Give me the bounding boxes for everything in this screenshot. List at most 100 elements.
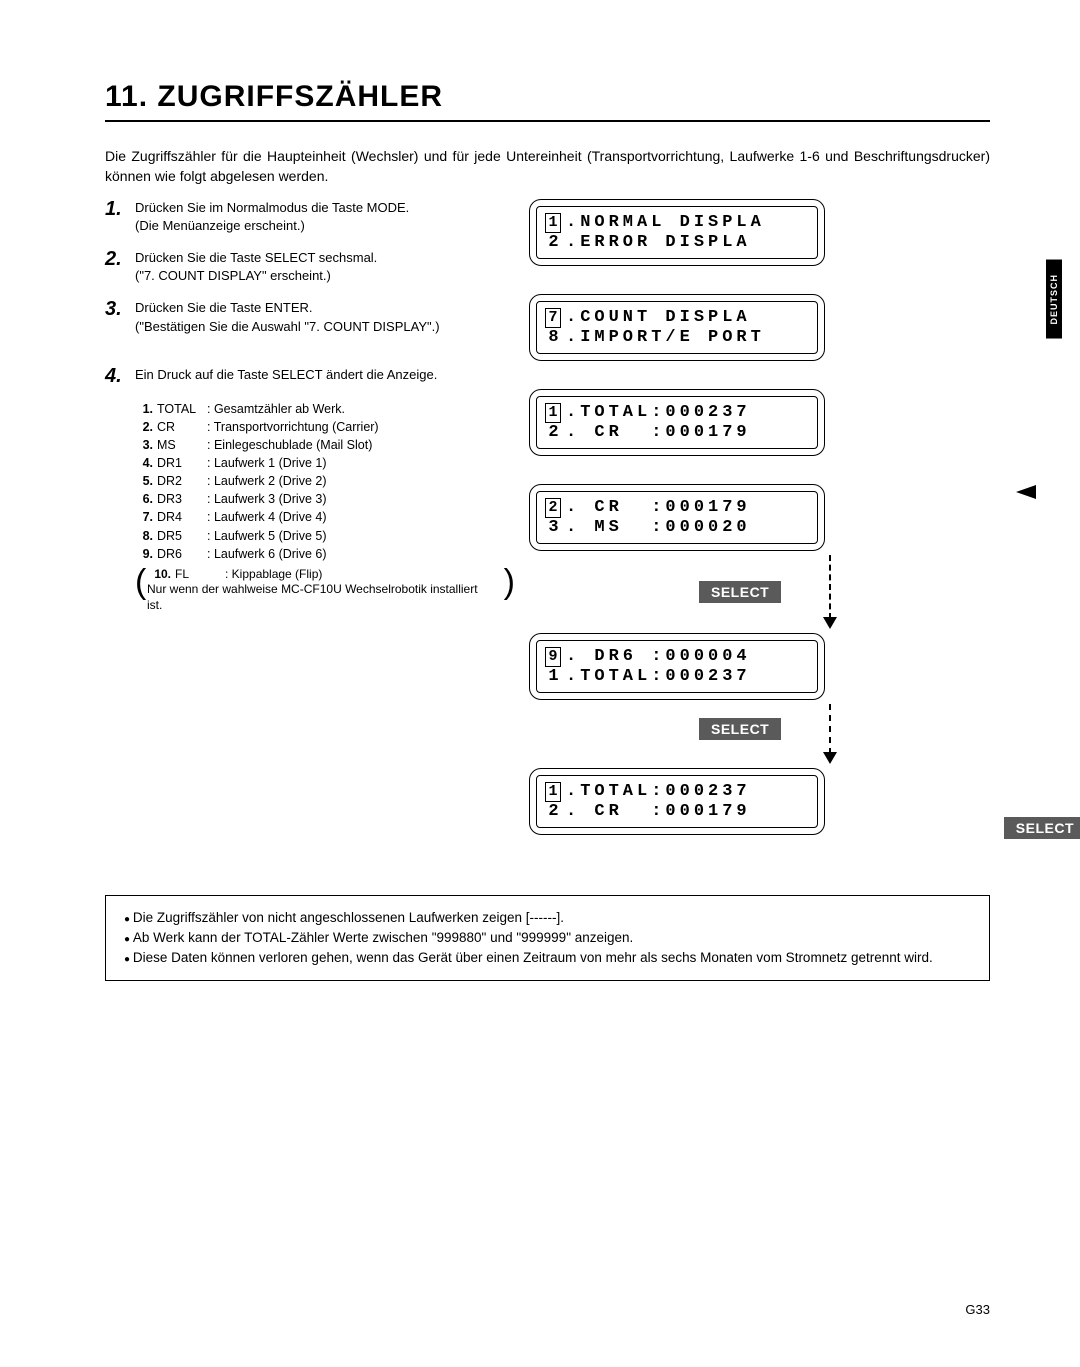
- brace-left-icon: (: [135, 567, 146, 597]
- def-key: CR: [157, 418, 207, 436]
- select-label: SELECT: [699, 581, 781, 603]
- lcd-panel: 1 .TOTAL:000237 2. CR :000179: [529, 768, 825, 835]
- instructions-column: 1. Drücken Sie im Normalmodus die Taste …: [105, 199, 505, 835]
- def-row: 5.DR2Laufwerk 2 (Drive 2): [129, 472, 505, 490]
- def-num: 10.: [147, 567, 171, 583]
- def-note-text: Nur wenn der wahlweise MC-CF10U Wechselr…: [147, 582, 495, 613]
- lcd-line-prefix: 3: [545, 518, 566, 537]
- def-num: 2.: [129, 418, 153, 436]
- def-desc: Transportvorrichtung (Carrier): [207, 418, 379, 436]
- step-number: 1.: [105, 199, 127, 235]
- def-key: DR4: [157, 508, 207, 526]
- lcd-line-2: .TOTAL:000237: [566, 667, 751, 686]
- lcd-line-2: . MS :000020: [566, 518, 751, 537]
- def-num: 6.: [129, 490, 153, 508]
- def-num: 7.: [129, 508, 153, 526]
- lcd-line-prefix: 1: [545, 667, 566, 686]
- def-row: 3.MSEinlegeschublade (Mail Slot): [129, 436, 505, 454]
- lcd-line-2: .IMPORT/E PORT: [566, 328, 765, 347]
- step-text: Drücken Sie die Taste SELECT sechsmal.: [135, 250, 377, 265]
- lcd-panel: 7 .COUNT DISPLA 8.IMPORT/E PORT: [529, 294, 825, 361]
- step-number: 4.: [105, 366, 127, 386]
- definition-list: 1.TOTALGesamtzähler ab Werk. 2.CRTranspo…: [129, 400, 505, 614]
- lcd-panel: 2 . CR :000179 3. MS :000020: [529, 484, 825, 551]
- lcd-cursor: 7: [545, 308, 561, 328]
- def-row: 9.DR6Laufwerk 6 (Drive 6): [129, 545, 505, 563]
- def-key: FL: [175, 567, 225, 583]
- def-key: DR1: [157, 454, 207, 472]
- lcd-cursor: 2: [545, 498, 561, 518]
- step-subtext: (Die Menüanzeige erscheint.): [135, 217, 409, 235]
- section-title: 11. ZUGRIFFSZÄHLER: [105, 80, 990, 114]
- def-num: 1.: [129, 400, 153, 418]
- def-row: 8.DR5Laufwerk 5 (Drive 5): [129, 527, 505, 545]
- arrow-left-icon: [1016, 485, 1036, 499]
- def-desc: Laufwerk 5 (Drive 5): [207, 527, 327, 545]
- brace-right-icon: ): [504, 567, 515, 597]
- note-item: Die Zugriffszähler von nicht angeschloss…: [124, 908, 971, 928]
- lcd-line-1: .TOTAL:000237: [566, 403, 751, 422]
- def-key: DR2: [157, 472, 207, 490]
- def-key: DR5: [157, 527, 207, 545]
- note-item: Diese Daten können verloren gehen, wenn …: [124, 948, 971, 968]
- def-row: 2.CRTransportvorrichtung (Carrier): [129, 418, 505, 436]
- def-num: 5.: [129, 472, 153, 490]
- page-number: G33: [965, 1302, 990, 1317]
- note-item: Ab Werk kann der TOTAL-Zähler Werte zwis…: [124, 928, 971, 948]
- select-label: SELECT: [699, 718, 781, 740]
- lcd-line-1: . CR :000179: [566, 498, 751, 517]
- def-num: 3.: [129, 436, 153, 454]
- step-text: Drücken Sie im Normalmodus die Taste MOD…: [135, 200, 409, 215]
- def-desc: Kippablage (Flip): [225, 567, 322, 583]
- def-key: DR3: [157, 490, 207, 508]
- def-desc: Laufwerk 2 (Drive 2): [207, 472, 327, 490]
- lcd-line-prefix: 2: [545, 423, 566, 442]
- arrow-down-icon: SELECT: [669, 555, 990, 629]
- def-num: 4.: [129, 454, 153, 472]
- notes-box: Die Zugriffszähler von nicht angeschloss…: [105, 895, 990, 982]
- intro-text: Die Zugriffszähler für die Haupteinheit …: [105, 146, 990, 187]
- def-row: 1.TOTALGesamtzähler ab Werk.: [129, 400, 505, 418]
- lcd-line-1: .COUNT DISPLA: [566, 308, 751, 327]
- step-text: Ein Druck auf die Taste SELECT ändert di…: [135, 367, 437, 382]
- step-subtext: ("7. COUNT DISPLAY" erscheint.): [135, 267, 377, 285]
- def-desc: Laufwerk 6 (Drive 6): [207, 545, 327, 563]
- lcd-cursor: 1: [545, 213, 561, 233]
- def-num: 9.: [129, 545, 153, 563]
- def-desc: Laufwerk 1 (Drive 1): [207, 454, 327, 472]
- def-key: TOTAL: [157, 400, 207, 418]
- def-desc: Laufwerk 3 (Drive 3): [207, 490, 327, 508]
- lcd-line-prefix: 8: [545, 328, 566, 347]
- lcd-line-2: . CR :000179: [566, 802, 751, 821]
- def-desc: Gesamtzähler ab Werk.: [207, 400, 345, 418]
- step-4: 4. Ein Druck auf die Taste SELECT ändert…: [105, 366, 505, 386]
- lcd-cursor: 9: [545, 647, 561, 667]
- lcd-panel: 1 .NORMAL DISPLA 2.ERROR DISPLA: [529, 199, 825, 266]
- def-row: 6.DR3Laufwerk 3 (Drive 3): [129, 490, 505, 508]
- lcd-cursor: 1: [545, 403, 561, 423]
- step-2: 2. Drücken Sie die Taste SELECT sechsmal…: [105, 249, 505, 285]
- lcd-line-1: .TOTAL:000237: [566, 782, 751, 801]
- select-label: SELECT: [1004, 817, 1080, 839]
- lcd-line-1: . DR6 :000004: [566, 647, 751, 666]
- lcd-panel: 9 . DR6 :000004 1.TOTAL:000237: [529, 633, 825, 700]
- lcd-line-2: . CR :000179: [566, 423, 751, 442]
- step-number: 2.: [105, 249, 127, 285]
- step-subtext: ("Bestätigen Sie die Auswahl "7. COUNT D…: [135, 318, 440, 336]
- def-row: 7.DR4Laufwerk 4 (Drive 4): [129, 508, 505, 526]
- display-column: SELECT 1.NORMAL DISPLA 2.ERROR DISPLA 7.…: [529, 199, 990, 835]
- step-3: 3. Drücken Sie die Taste ENTER. ("Bestät…: [105, 299, 505, 335]
- language-tab: DEUTSCH: [1046, 260, 1062, 339]
- title-rule: [105, 120, 990, 122]
- def-num: 8.: [129, 527, 153, 545]
- step-number: 3.: [105, 299, 127, 335]
- def-desc: Einlegeschublade (Mail Slot): [207, 436, 372, 454]
- def-key: DR6: [157, 545, 207, 563]
- def-desc: Laufwerk 4 (Drive 4): [207, 508, 327, 526]
- lcd-line-prefix: 2: [545, 233, 566, 252]
- lcd-line-prefix: 2: [545, 802, 566, 821]
- lcd-line-1: .NORMAL DISPLA: [566, 213, 765, 232]
- lcd-cursor: 1: [545, 782, 561, 802]
- lcd-panel: 1 .TOTAL:000237 2. CR :000179: [529, 389, 825, 456]
- lcd-line-2: .ERROR DISPLA: [566, 233, 751, 252]
